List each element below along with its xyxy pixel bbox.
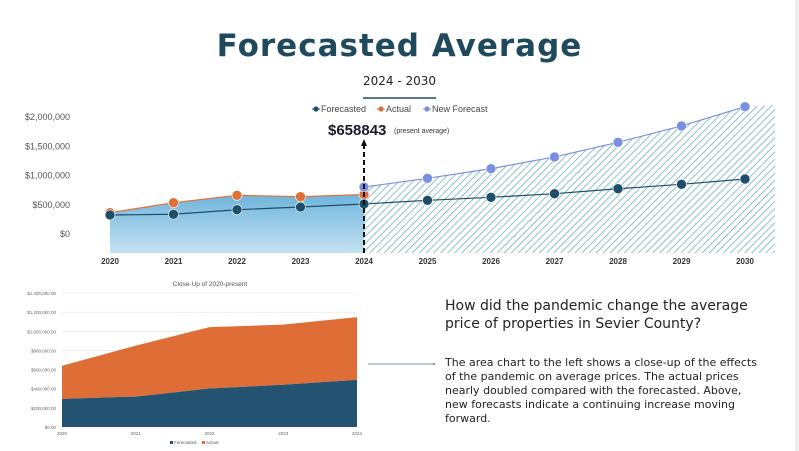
y-tick-label: $400,000.00 [31, 387, 57, 392]
x-tick-label: 2021 [131, 431, 142, 436]
arrow-head-icon [361, 139, 367, 146]
x-tick-label: 2022 [228, 257, 246, 266]
legend-label: New Forecast [432, 104, 488, 114]
y-tick-label: $1,000,000.00 [27, 329, 56, 334]
slide-edge [795, 0, 799, 451]
present-average-value: $658843 [328, 122, 386, 139]
forecasted-point [739, 173, 751, 185]
forecasted-point [422, 194, 433, 206]
x-tick-label: 2030 [736, 257, 754, 266]
legend-marker [202, 441, 205, 444]
y-tick-label: $0.00 [45, 425, 57, 430]
closeup-title: Close-Up of 2020-present [173, 281, 248, 288]
forecasted-point [612, 183, 624, 195]
forecast-line-chart: $0 $500,000 $1,000,000 $1,500,000 $2,000,000… [25, 101, 775, 266]
present-average-note: (present average) [394, 128, 449, 135]
actual-area [62, 317, 357, 399]
forecasted-point [485, 192, 497, 203]
forecasted-point [295, 201, 306, 213]
legend-marker [424, 106, 430, 112]
legend-label: Forecasted [174, 440, 197, 445]
forecasted-point [231, 204, 243, 216]
legend-label: Actual [206, 440, 219, 445]
actual-point [231, 190, 243, 201]
new-forecast-point [676, 120, 687, 132]
y-tick-label: $1,400,000.00 [27, 291, 56, 296]
slide-title: Forecasted Average [216, 28, 583, 64]
x-tick-label: 2024 [352, 431, 363, 436]
x-tick-label: 2020 [57, 431, 68, 436]
y-tick-label: $500,000 [32, 200, 70, 210]
forecasted-point [104, 209, 116, 221]
forecasted-point [168, 208, 179, 220]
x-tick-label: 2028 [609, 257, 627, 266]
legend-marker [170, 441, 173, 444]
legend-marker [313, 106, 319, 112]
x-tick-label: 2023 [278, 431, 289, 436]
question-heading: How did the pandemic change the average … [445, 298, 748, 332]
x-tick-label: 2020 [101, 257, 119, 266]
connector-dot [433, 363, 435, 365]
new-forecast-point [739, 101, 751, 112]
new-forecast-point [612, 137, 624, 148]
new-forecast-point [485, 163, 497, 174]
x-tick-label: 2024 [355, 257, 373, 266]
y-tick-label: $1,200,000.00 [27, 310, 56, 315]
x-tick-label: 2025 [419, 257, 437, 266]
forecasted-point [549, 188, 560, 199]
actual-point [168, 197, 179, 208]
explanation-paragraph: The area chart to the left shows a close… [445, 356, 757, 425]
new-forecast-area [364, 104, 775, 253]
forecasted-area [62, 379, 357, 427]
y-tick-label: $2,000,000 [25, 112, 70, 122]
x-tick-label: 2029 [673, 257, 691, 266]
x-tick-label: 2022 [204, 431, 215, 436]
x-tick-label: 2027 [546, 257, 564, 266]
subtitle-underline [363, 97, 436, 99]
y-tick-label: $200,000.00 [31, 406, 57, 411]
legend-label: Actual [386, 104, 411, 114]
actual-point [295, 191, 306, 202]
y-tick-label: $1,000,000 [25, 171, 70, 181]
y-tick-label: $800,000.00 [31, 348, 57, 353]
legend-marker [378, 106, 384, 112]
slide-subtitle: 2024 - 2030 [362, 74, 437, 88]
y-tick-label: $600,000.00 [31, 368, 57, 373]
x-tick-label: 2026 [482, 257, 500, 266]
x-tick-label: 2021 [165, 257, 183, 266]
y-tick-label: $1,500,000 [25, 141, 70, 151]
x-tick-label: 2023 [292, 257, 310, 266]
forecasted-point [676, 179, 687, 190]
new-forecast-point [422, 173, 433, 184]
legend-label: Forecasted [321, 104, 366, 114]
y-tick-label: $0 [60, 229, 70, 239]
new-forecast-point [549, 151, 560, 163]
